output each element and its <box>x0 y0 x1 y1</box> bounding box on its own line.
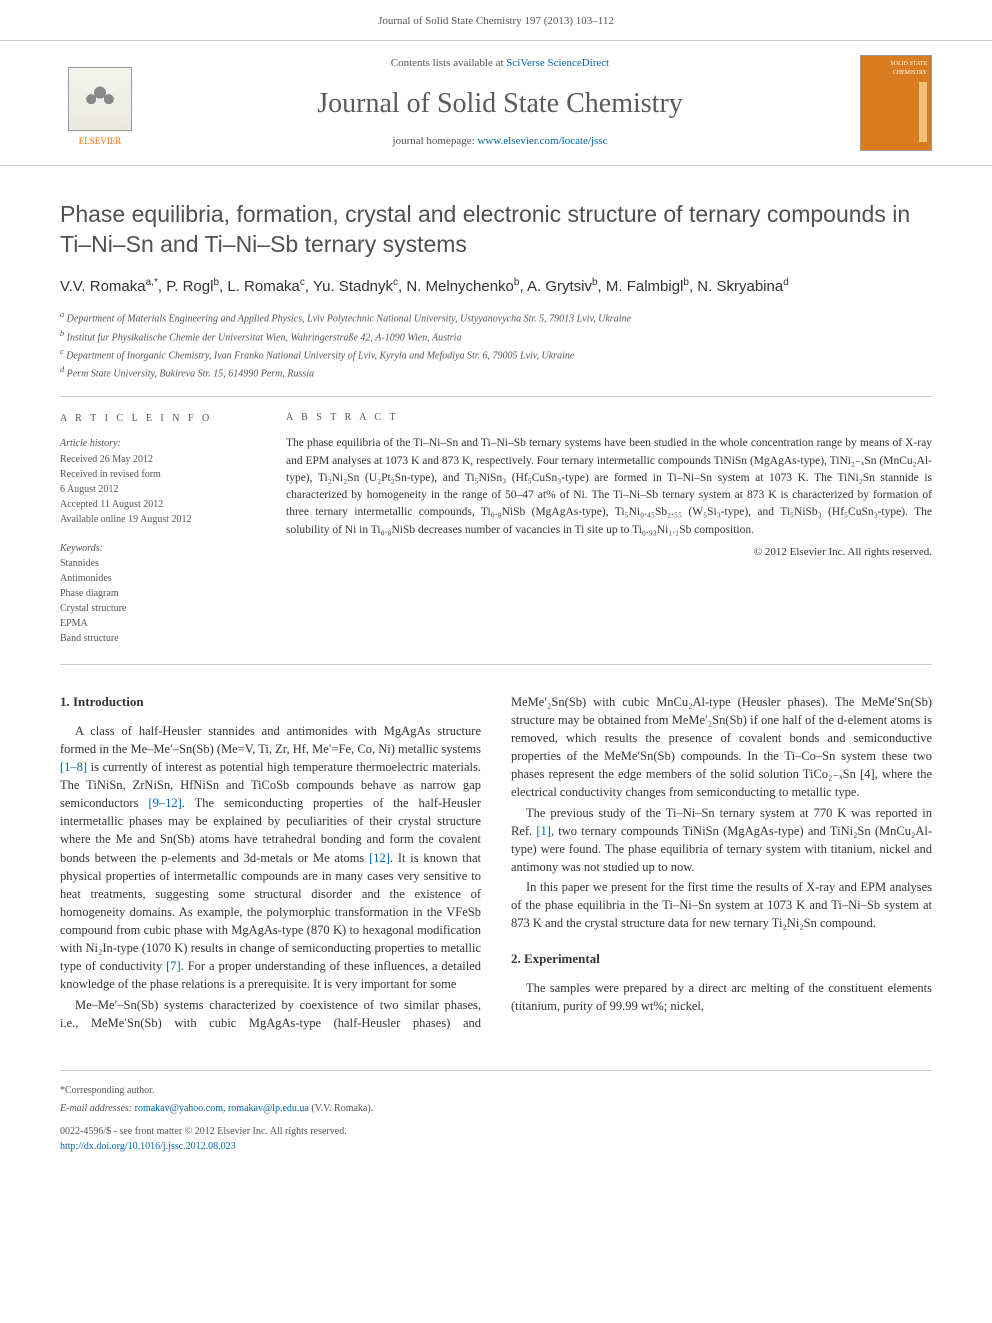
ref-link[interactable]: [1] <box>536 824 551 838</box>
intro-para-3: The previous study of the Ti–Ni–Sn terna… <box>511 804 932 877</box>
cover-bar-icon <box>919 82 927 142</box>
keyword-line: Crystal structure <box>60 601 250 616</box>
intro-para-4: In this paper we present for the first t… <box>511 878 932 932</box>
journal-name: Journal of Solid State Chemistry <box>160 84 840 125</box>
affiliations: a Department of Materials Engineering an… <box>60 309 932 381</box>
ref-link[interactable]: [9–12] <box>148 796 181 810</box>
doi-prefix-link[interactable]: http://dx.doi.org/ <box>60 1141 128 1152</box>
intro-para-1: A class of half-Heusler stannides and an… <box>60 722 481 994</box>
abstract-copyright: © 2012 Elsevier Inc. All rights reserved… <box>286 545 932 561</box>
history-line: Available online 19 August 2012 <box>60 512 250 527</box>
journal-cover-thumbnail: SOLID STATE CHEMISTRY <box>860 55 932 151</box>
ref-link[interactable]: [1–8] <box>60 760 87 774</box>
sciverse-link[interactable]: SciVerse ScienceDirect <box>506 57 609 69</box>
ref-link[interactable]: [7] <box>166 959 181 973</box>
abstract-heading: A B S T R A C T <box>286 411 932 426</box>
doi-link[interactable]: 10.1016/j.jssc.2012.08.023 <box>128 1141 236 1152</box>
affiliation-line: d Perm State University, Bukireva Str. 1… <box>60 364 932 381</box>
abstract-text: The phase equilibria of the Ti–Ni–Sn and… <box>286 435 932 539</box>
doi-line: http://dx.doi.org/10.1016/j.jssc.2012.08… <box>60 1139 932 1154</box>
affiliation-line: c Department of Inorganic Chemistry, Iva… <box>60 346 932 363</box>
affiliation-line: b Institut fur Physikalische Chemie der … <box>60 328 932 345</box>
issn-line: 0022-4596/$ - see front matter © 2012 El… <box>60 1124 932 1139</box>
email-line: E-mail addresses: romakav@yahoo.com, rom… <box>60 1101 932 1116</box>
homepage-prefix: journal homepage: <box>393 135 478 147</box>
homepage-link[interactable]: www.elsevier.com/locate/jssc <box>477 135 607 147</box>
authors: V.V. Romakaa,*, P. Roglb, L. Romakac, Yu… <box>60 276 932 298</box>
footer: *Corresponding author. E-mail addresses:… <box>60 1070 932 1154</box>
experimental-para-1: The samples were prepared by a direct ar… <box>511 979 932 1015</box>
body-columns: 1. Introduction A class of half-Heusler … <box>60 693 932 1032</box>
history-line: 6 August 2012 <box>60 482 250 497</box>
keyword-line: Antimonides <box>60 571 250 586</box>
article-title: Phase equilibria, formation, crystal and… <box>60 200 932 260</box>
affiliation-line: a Department of Materials Engineering an… <box>60 309 932 326</box>
keyword-lines: StannidesAntimonidesPhase diagramCrystal… <box>60 556 250 646</box>
section-intro-heading: 1. Introduction <box>60 693 481 712</box>
publisher-tree-icon <box>68 67 132 131</box>
masthead-center: Contents lists available at SciVerse Sci… <box>160 56 840 150</box>
journal-homepage: journal homepage: www.elsevier.com/locat… <box>160 134 840 150</box>
email-link[interactable]: romakav@yahoo.com, romakav@lp.edu.ua <box>135 1103 309 1114</box>
info-abstract-row: A R T I C L E I N F O Article history: R… <box>60 396 932 665</box>
history-lines: Received 26 May 2012Received in revised … <box>60 452 250 527</box>
emails-label: E-mail addresses: <box>60 1103 135 1114</box>
contents-prefix: Contents lists available at <box>391 57 506 69</box>
contents-lists: Contents lists available at SciVerse Sci… <box>160 56 840 72</box>
history-line: Received in revised form <box>60 467 250 482</box>
running-head: Journal of Solid State Chemistry 197 (20… <box>0 0 992 40</box>
keyword-line: Band structure <box>60 631 250 646</box>
masthead: ELSEVIER Contents lists available at Sci… <box>0 40 992 166</box>
publisher-name: ELSEVIER <box>79 135 122 148</box>
article-body: Phase equilibria, formation, crystal and… <box>0 166 992 1052</box>
history-line: Received 26 May 2012 <box>60 452 250 467</box>
keyword-line: Phase diagram <box>60 586 250 601</box>
history-line: Accepted 11 August 2012 <box>60 497 250 512</box>
article-info: A R T I C L E I N F O Article history: R… <box>60 411 250 646</box>
history-label: Article history: <box>60 436 250 451</box>
keyword-line: EPMA <box>60 616 250 631</box>
section-experimental-heading: 2. Experimental <box>511 950 932 969</box>
emails-suffix: (V.V. Romaka). <box>311 1103 373 1114</box>
keyword-line: Stannides <box>60 556 250 571</box>
abstract-block: A B S T R A C T The phase equilibria of … <box>286 411 932 646</box>
cover-text: SOLID STATE CHEMISTRY <box>890 61 927 76</box>
article-info-heading: A R T I C L E I N F O <box>60 411 250 426</box>
publisher-logo: ELSEVIER <box>60 58 140 148</box>
keywords-label: Keywords: <box>60 541 250 556</box>
corresponding-author: *Corresponding author. <box>60 1083 932 1098</box>
ref-link[interactable]: [12] <box>369 851 390 865</box>
